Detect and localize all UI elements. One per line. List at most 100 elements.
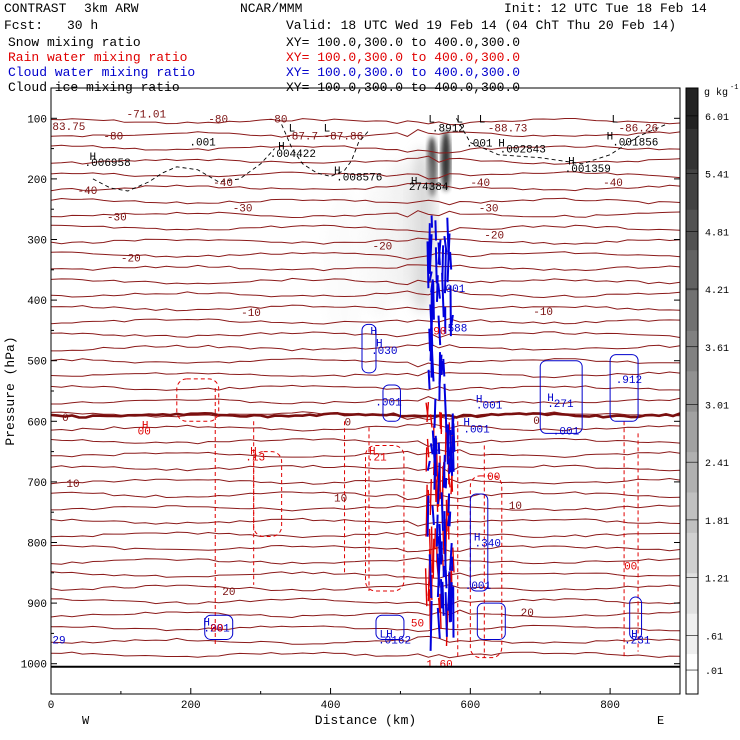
- project-name: CONTRAST: [4, 1, 67, 16]
- x-tick-label: 200: [181, 700, 201, 712]
- field-extrema-label: H: [142, 420, 149, 432]
- temperature-contour: [51, 342, 680, 352]
- temperature-label: -80: [103, 131, 123, 143]
- colorbar: .01 .61 1.21 1.81 2.41 3.01 3.61 4.21 4.81 5.41 6.…: [685, 84, 738, 695]
- colorbar-swatch: [686, 330, 698, 372]
- cloud-water-core-contour: [430, 279, 434, 293]
- field-extrema-label: .588: [441, 323, 467, 335]
- cloud-water-core-contour: [428, 223, 431, 270]
- y-tick-label: 1000: [21, 660, 47, 672]
- y-tick-label: 500: [27, 357, 47, 369]
- temperature-contours: [51, 118, 680, 659]
- temperature-label: -10: [533, 307, 553, 319]
- temperature-contour: [51, 597, 680, 606]
- rain-core-contour: [439, 412, 443, 432]
- temperature-label: -80: [208, 114, 228, 126]
- field-extrema-label: H: [476, 394, 483, 406]
- x-tick-label: 800: [600, 700, 620, 712]
- colorbar-tick-label: 2.41: [705, 459, 729, 470]
- temperature-label: 10: [509, 501, 522, 513]
- colorbar-frame: [685, 87, 699, 695]
- temperature-label: -20: [484, 231, 504, 243]
- rain-contour: [365, 445, 405, 592]
- cloud-water-core-contour: [443, 472, 446, 488]
- field-extrema-label: 00: [210, 623, 223, 635]
- field-extrema-label: H: [463, 417, 470, 429]
- model-name: 3km ARW: [84, 1, 139, 16]
- east-label: E: [657, 714, 664, 728]
- cloud-water-core-contour: [437, 283, 441, 299]
- temperature-label: -30: [479, 203, 499, 215]
- colorbar-tick-label: 3.61: [705, 344, 729, 355]
- rain-core-contour: [432, 538, 435, 579]
- field-extrema-label: H: [370, 326, 377, 338]
- temperature-contour: [51, 422, 680, 432]
- cloud-water-core-contour: [435, 514, 439, 547]
- temperature-contour: [51, 557, 680, 565]
- legend-rain-xy: XY= 100.0,300.0 to 400.0,300.0: [286, 50, 521, 65]
- cloud-water-core-contour: [434, 435, 438, 455]
- cloud-ice-contour: [92, 148, 275, 192]
- temperature-contour: [51, 437, 680, 448]
- colorbar-units-exponent: -1: [730, 84, 738, 92]
- field-extrema-label: .8912: [432, 123, 465, 135]
- temperature-contour: [51, 155, 680, 165]
- colorbar-swatch: [686, 168, 698, 210]
- cloud-water-core-contour: [441, 245, 445, 280]
- temperature-label: -30: [107, 212, 127, 224]
- cloud-water-core-contour: [426, 460, 431, 471]
- temperature-contour: [51, 224, 680, 233]
- temperature-label: 0: [62, 413, 69, 425]
- temperature-label: -87.7: [285, 131, 318, 143]
- temperature-contour: [51, 318, 680, 325]
- temperature-label: -40: [78, 186, 98, 198]
- rain-contour: [253, 451, 283, 537]
- rain-core-contour: [424, 568, 428, 607]
- temperature-label: -20: [121, 254, 141, 266]
- rain-contour: [469, 475, 503, 659]
- field-extrema-label: 90: [433, 326, 446, 338]
- field-extrema-label: H: [498, 139, 505, 151]
- temperature-label: 83.75: [52, 122, 85, 134]
- colorbar-swatch: [686, 492, 698, 533]
- field-extrema-label: H: [334, 166, 341, 178]
- cloud-water-core-contour: [428, 554, 433, 599]
- field-extrema-label: .0162: [378, 635, 411, 647]
- colorbar-tick-label: .01: [705, 667, 723, 678]
- cloud-water-core-contour: [440, 492, 444, 531]
- temperature-contour: [51, 182, 680, 192]
- rain-core-contour: [430, 526, 434, 573]
- cloud-water-contour: [204, 614, 234, 640]
- organization: NCAR/MMM: [240, 1, 303, 16]
- temperature-label: -10: [241, 308, 261, 320]
- legend-rain-name: Rain water mixing ratio: [8, 50, 188, 65]
- temperature-label: -80: [268, 114, 288, 126]
- field-extrema-label: .001: [466, 139, 493, 151]
- legend-cloudwater-xy: XY= 100.0,300.0 to 400.0,300.0: [286, 65, 521, 80]
- cloud-water-core-contour: [450, 556, 454, 571]
- hydrometeor-contours: [176, 215, 643, 659]
- colorbar-swatch: [686, 572, 698, 614]
- cloud-water-core-contour: [437, 462, 441, 505]
- temperature-contour: [51, 582, 680, 592]
- field-extrema-label: .231: [624, 635, 651, 647]
- colorbar-tick-label: 3.01: [705, 401, 729, 412]
- cloud-water-core-contour: [436, 275, 439, 302]
- x-tick-label: 600: [460, 700, 480, 712]
- field-extrema-label: H: [376, 339, 383, 351]
- x-tick-label: 0: [48, 700, 55, 712]
- cloud-water-core-contour: [450, 582, 453, 622]
- colorbar-tick-label: 1.21: [705, 575, 729, 586]
- colorbar-swatch: [686, 451, 698, 493]
- field-extrema-label: .001: [476, 400, 503, 412]
- field-extrema-label: 00: [624, 562, 637, 574]
- temperature-contour: [51, 277, 680, 286]
- rain-core-contour: [436, 479, 439, 512]
- temperature-contour: [51, 288, 680, 299]
- y-tick-label: 200: [27, 175, 47, 187]
- temperature-contour: [51, 571, 680, 579]
- cloud-water-core-contour: [431, 505, 435, 526]
- field-extrema-label: .030: [371, 346, 397, 358]
- cloud-water-contour: [375, 614, 405, 640]
- field-extrema-label: .004422: [270, 149, 316, 161]
